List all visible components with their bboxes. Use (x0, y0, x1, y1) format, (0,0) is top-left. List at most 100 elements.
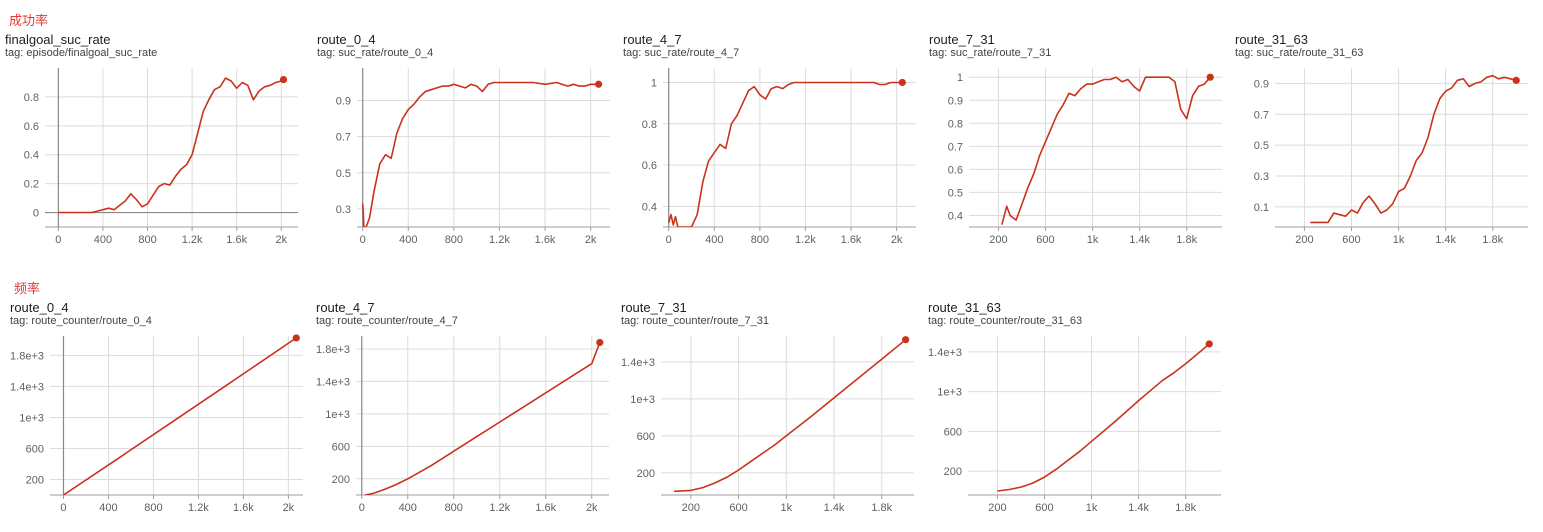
x-tick-label: 1.2k (795, 234, 816, 246)
chart-plot[interactable]: 0.4 0.5 0.6 0.7 0.8 0.9 1 200 600 1k 1.4k 1.8k (929, 60, 1229, 260)
y-tick-label: 0.7 (948, 141, 963, 153)
x-tick-label: 200 (988, 502, 1006, 514)
series-line (63, 337, 297, 495)
y-tick-label: 1.8e+3 (316, 344, 350, 356)
last-point-marker (596, 338, 604, 347)
chart-tag: tag: suc_rate/route_31_63 (1235, 47, 1364, 59)
x-tick-label: 1.6k (233, 502, 254, 514)
y-tick-label: 1.8e+3 (10, 350, 44, 362)
last-point-marker (279, 75, 288, 84)
x-tick-label: 800 (445, 234, 463, 246)
last-point-marker (898, 78, 906, 87)
y-tick-label: 0.4 (24, 150, 39, 162)
y-tick-label: 0.7 (1254, 109, 1269, 121)
y-tick-label: 1e+3 (19, 412, 44, 424)
chart-title: route_31_63 (1235, 32, 1309, 47)
x-tick-label: 2k (283, 502, 295, 514)
y-tick-label: 0.4 (948, 210, 963, 222)
x-tick-label: 1.2k (489, 502, 510, 514)
y-tick-label: 0.4 (642, 201, 657, 213)
x-tick-label: 1.2k (489, 234, 510, 246)
series-line (58, 77, 284, 214)
last-point-marker (1205, 340, 1213, 348)
y-tick-label: 0.9 (336, 96, 351, 108)
chart-card: route_0_4 tag: suc_rate/route_0_4 0.3 0.5… (317, 32, 617, 262)
series-line (365, 342, 601, 495)
x-tick-label: 400 (99, 502, 117, 514)
series-line (997, 343, 1210, 492)
y-tick-label: 200 (332, 474, 350, 486)
x-tick-label: 1.2k (188, 502, 209, 514)
x-tick-label: 0 (60, 502, 66, 514)
x-tick-label: 800 (445, 502, 463, 514)
chart-card: route_4_7 tag: route_counter/route_4_7 2… (316, 300, 616, 530)
x-tick-label: 800 (144, 502, 162, 514)
chart-title: route_7_31 (621, 300, 687, 315)
x-tick-label: 600 (1035, 502, 1053, 514)
chart-title: route_4_7 (316, 300, 375, 315)
last-point-marker (902, 336, 910, 344)
x-tick-label: 0 (666, 234, 672, 246)
x-tick-label: 1k (1087, 234, 1099, 246)
chart-title: route_7_31 (929, 32, 995, 47)
x-tick-label: 400 (94, 234, 112, 246)
y-tick-label: 600 (332, 441, 350, 453)
chart-tag: tag: route_counter/route_31_63 (928, 315, 1083, 327)
chart-plot[interactable]: 0.4 0.6 0.8 1 0 400 800 1.2k 1.6k 2k (623, 60, 923, 260)
y-tick-label: 1 (651, 77, 657, 89)
chart-title: route_0_4 (317, 32, 376, 47)
chart-plot[interactable]: 0 0.2 0.4 0.6 0.8 0 400 800 1.2k 1.6k 2k (5, 60, 305, 260)
chart-tag: tag: suc_rate/route_0_4 (317, 47, 434, 59)
x-tick-label: 1.8k (871, 502, 892, 514)
chart-tag: tag: route_counter/route_7_31 (621, 315, 770, 327)
chart-title: route_0_4 (10, 300, 69, 315)
x-tick-label: 1.6k (226, 234, 247, 246)
y-tick-label: 200 (944, 466, 962, 478)
chart-plot[interactable]: 0.3 0.5 0.7 0.9 0 400 800 1.2k 1.6k 2k (317, 60, 617, 260)
x-tick-label: 2k (275, 234, 287, 246)
x-tick-label: 1k (1086, 502, 1098, 514)
y-tick-label: 1.4e+3 (10, 381, 44, 393)
y-tick-label: 0.6 (948, 164, 963, 176)
y-tick-label: 0.6 (642, 160, 657, 172)
y-tick-label: 0.5 (336, 168, 351, 180)
x-tick-label: 2k (891, 234, 903, 246)
y-tick-label: 0.7 (336, 132, 351, 144)
chart-plot[interactable]: 200 600 1e+3 1.4e+3 200 600 1k 1.4k 1.8k (928, 328, 1228, 528)
chart-tag: tag: suc_rate/route_7_31 (929, 47, 1052, 59)
chart-title: finalgoal_suc_rate (5, 32, 111, 47)
x-tick-label: 1.4k (1129, 234, 1150, 246)
x-tick-label: 600 (1036, 234, 1054, 246)
x-tick-label: 2k (586, 502, 598, 514)
x-tick-label: 800 (751, 234, 769, 246)
y-tick-label: 0.5 (948, 187, 963, 199)
chart-plot[interactable]: 200 600 1e+3 1.4e+3 1.8e+3 0 400 800 1.2k 1.6k 2k (10, 328, 310, 528)
y-tick-label: 0.2 (24, 179, 39, 191)
y-tick-label: 200 (637, 468, 655, 480)
x-tick-label: 800 (138, 234, 156, 246)
y-tick-label: 0.9 (948, 95, 963, 107)
chart-plot[interactable]: 200 600 1e+3 1.4e+3 1.8e+3 0 400 800 1.2k 1.6k 2k (316, 328, 616, 528)
chart-card: route_7_31 tag: route_counter/route_7_31… (621, 300, 921, 530)
y-tick-label: 0.1 (1254, 202, 1269, 214)
x-tick-label: 1.8k (1175, 502, 1196, 514)
x-tick-label: 1.6k (535, 502, 556, 514)
section-label-success-rate: 成功率 (9, 13, 49, 28)
x-tick-label: 400 (399, 234, 417, 246)
y-tick-label: 200 (26, 474, 44, 486)
y-tick-label: 600 (944, 426, 962, 438)
x-tick-label: 1.6k (841, 234, 862, 246)
chart-card: route_7_31 tag: suc_rate/route_7_31 0.4 0… (929, 32, 1229, 262)
series-line (361, 81, 599, 227)
chart-card: route_31_63 tag: suc_rate/route_31_63 0.… (1235, 32, 1535, 262)
x-tick-label: 600 (729, 502, 747, 514)
y-tick-label: 1e+3 (937, 387, 962, 399)
chart-card: route_31_63 tag: route_counter/route_31_… (928, 300, 1228, 530)
chart-title: route_31_63 (928, 300, 1002, 315)
chart-plot[interactable]: 0.1 0.3 0.5 0.7 0.9 200 600 1k 1.4k 1.8k (1235, 60, 1535, 260)
x-tick-label: 0 (360, 234, 366, 246)
series-line (1001, 76, 1211, 225)
chart-plot[interactable]: 200 600 1e+3 1.4e+3 200 600 1k 1.4k 1.8k (621, 328, 921, 528)
x-tick-label: 1.4k (824, 502, 845, 514)
chart-card: route_4_7 tag: suc_rate/route_4_7 0.4 0.6… (623, 32, 923, 262)
